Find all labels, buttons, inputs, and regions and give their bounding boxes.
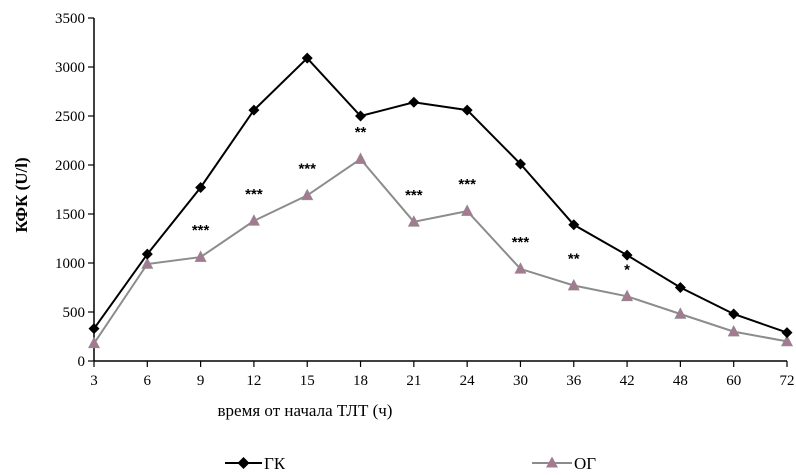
x-tick-label: 12 <box>246 373 261 389</box>
x-tick-label: 72 <box>780 373 795 389</box>
series-1-point <box>141 248 153 260</box>
legend-item-series-1: ГК <box>225 454 286 473</box>
legend-label-series-2: ОГ <box>574 454 596 473</box>
significance-label: ** <box>568 251 580 268</box>
series-layer <box>88 52 793 349</box>
y-tick-label: 3500 <box>55 11 85 27</box>
series-line-1 <box>93 56 788 334</box>
y-tick-label: 3000 <box>55 60 85 76</box>
series-2-point <box>88 336 100 349</box>
x-axis: 3 6 9 12 15 18 21 24 30 36 42 48 60 72 <box>90 360 795 389</box>
x-tick-label: 18 <box>353 373 368 389</box>
series-1-point <box>408 96 420 108</box>
series-1-point <box>514 158 526 170</box>
x-tick-label: 48 <box>673 373 688 389</box>
series-1-point <box>461 104 473 116</box>
y-tick-label: 1500 <box>55 207 85 223</box>
series-2-point <box>461 204 474 216</box>
y-tick-label: 500 <box>63 305 86 321</box>
series-1-point <box>248 104 260 116</box>
x-tick-label: 21 <box>406 373 421 389</box>
y-tick-label: 2500 <box>55 109 85 125</box>
x-tick-label: 9 <box>197 373 205 389</box>
significance-label: ** <box>355 124 367 141</box>
series-2-point <box>141 257 154 269</box>
legend-item-series-2: ОГ <box>532 454 596 473</box>
legend-label-series-1: ГК <box>264 454 286 473</box>
series-1-point <box>621 249 633 261</box>
series-line-2 <box>93 157 788 344</box>
series-2-point <box>727 324 740 337</box>
series-1-point <box>674 282 686 293</box>
series-2-point <box>354 152 367 164</box>
series-1-point <box>355 110 367 122</box>
series-1-point <box>781 327 793 339</box>
legend-marker-series-2 <box>546 456 558 468</box>
y-axis-title: КФК (U/l) <box>12 157 31 232</box>
series-1-point <box>301 52 313 64</box>
series-1-point <box>568 219 580 231</box>
significance-label: *** <box>512 234 530 251</box>
x-tick-label: 24 <box>460 373 476 389</box>
series-1-point <box>88 323 100 335</box>
significance-label: *** <box>245 186 263 203</box>
series-2-point <box>674 307 687 319</box>
y-tick-label: 2000 <box>55 158 85 174</box>
significance-label: *** <box>405 187 423 204</box>
series-2-point <box>247 214 260 226</box>
series-1-point <box>728 308 740 320</box>
series-2-point <box>194 250 207 262</box>
series-2-point <box>567 278 580 291</box>
series-2-point <box>407 215 420 227</box>
y-axis: 0 500 1000 1500 2000 2500 3000 3500 <box>55 11 95 370</box>
significance-label: * <box>624 261 630 278</box>
x-tick-label: 30 <box>513 373 528 389</box>
y-tick-label: 1000 <box>55 256 85 272</box>
series-2-point <box>514 262 527 274</box>
x-tick-label: 60 <box>726 373 741 389</box>
x-tick-label: 36 <box>566 373 582 389</box>
series-2-point <box>301 188 314 201</box>
series-1-point <box>195 182 207 194</box>
x-axis-title: время от начала ТЛТ (ч) <box>218 401 393 420</box>
x-tick-label: 42 <box>620 373 635 389</box>
x-tick-label: 15 <box>300 373 315 389</box>
y-tick-label: 0 <box>78 354 86 370</box>
significance-annotations: *********************** <box>192 124 630 278</box>
legend-marker-series-1 <box>237 457 250 469</box>
significance-label: *** <box>298 160 316 177</box>
x-tick-label: 3 <box>90 373 98 389</box>
significance-label: *** <box>192 222 210 239</box>
x-tick-label: 6 <box>144 373 152 389</box>
significance-label: *** <box>458 176 476 193</box>
series-2-point <box>621 289 634 302</box>
legend: ГК ОГ <box>225 454 596 473</box>
series-2-point <box>781 334 793 347</box>
